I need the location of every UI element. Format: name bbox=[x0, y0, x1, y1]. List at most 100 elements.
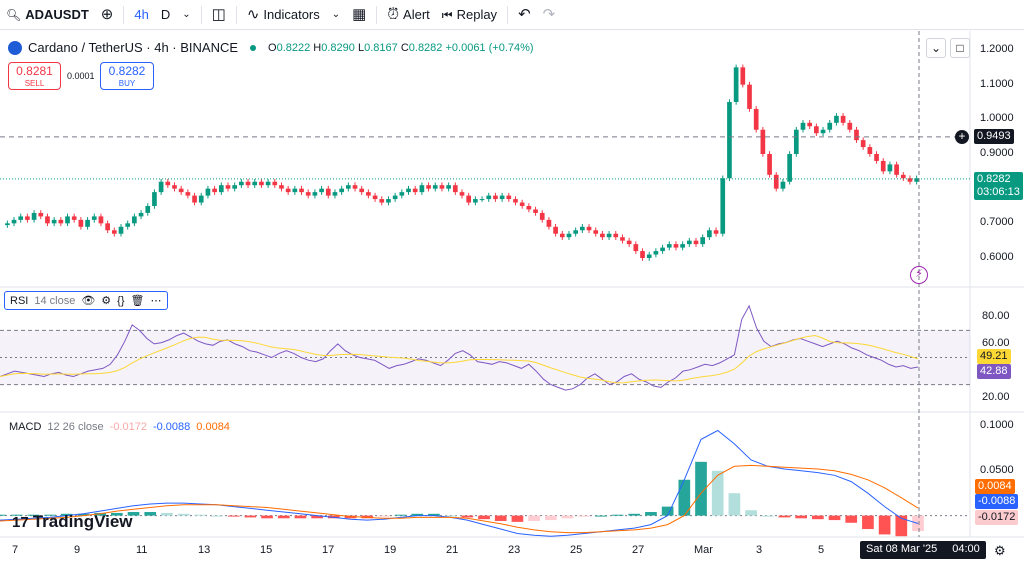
time-tick-label: 15 bbox=[260, 544, 273, 556]
alert-button[interactable]: ⏰︎ Alert bbox=[381, 0, 435, 30]
chevron-down-icon: ⌄ bbox=[182, 8, 191, 20]
undo-button[interactable]: ↶ bbox=[512, 0, 537, 30]
candle-body bbox=[473, 199, 478, 203]
sell-price: 0.8281 bbox=[16, 64, 53, 78]
candle-body bbox=[800, 122, 806, 130]
open-label: O bbox=[268, 41, 277, 54]
candle-body bbox=[105, 223, 110, 231]
change-value: +0.0061 (+0.74%) bbox=[445, 41, 534, 54]
time-tick-label: 11 bbox=[136, 544, 148, 556]
add-alert-icon[interactable]: + bbox=[955, 130, 969, 144]
cardano-logo-icon bbox=[8, 40, 22, 55]
price-tick-label: 0.9000 bbox=[980, 147, 1014, 159]
tradingview-logo[interactable]: 17 TradingView bbox=[12, 512, 133, 532]
macd-hist-tag: -0.0172 bbox=[975, 510, 1019, 525]
candle-body bbox=[125, 223, 131, 227]
divider bbox=[507, 5, 509, 24]
candle-body bbox=[640, 251, 645, 258]
timeframe-dropdown[interactable]: ⌄ bbox=[176, 0, 196, 30]
symbol-search[interactable]: 🔍︎ ADAUSDT bbox=[0, 0, 95, 30]
replay-button[interactable]: ⏮︎ Replay bbox=[436, 0, 503, 30]
macd-histogram-bar bbox=[378, 515, 390, 517]
candle-body bbox=[613, 233, 619, 238]
settings-icon[interactable]: ⚙︎ bbox=[994, 543, 1006, 558]
layouts-button[interactable]: ▦ bbox=[346, 0, 372, 30]
chart-type-button[interactable]: ◫ bbox=[206, 0, 232, 30]
candle-body bbox=[18, 216, 24, 220]
macd-legend[interactable]: MACD 12 26 close -0.0172 -0.0088 0.0084 bbox=[9, 421, 230, 433]
alert-label: Alert bbox=[403, 7, 430, 22]
price-tick-label: 1.2000 bbox=[980, 43, 1014, 55]
candle-body bbox=[727, 102, 732, 179]
candle-body bbox=[185, 192, 191, 196]
time-tick-label: 13 bbox=[198, 544, 211, 556]
timeframe-d[interactable]: D bbox=[160, 7, 171, 22]
candle-body bbox=[352, 185, 358, 189]
candles-icon: ◫ bbox=[211, 6, 226, 23]
high-value: 0.8290 bbox=[321, 41, 355, 54]
timeframe-4h[interactable]: 4h bbox=[134, 7, 149, 22]
candle-body bbox=[827, 122, 833, 130]
candle-body bbox=[713, 230, 719, 234]
candle-body bbox=[553, 226, 558, 234]
redo-button[interactable]: ↷ bbox=[537, 0, 562, 30]
macd-histogram-bar bbox=[728, 493, 741, 516]
candle-body bbox=[773, 174, 779, 189]
candle-body bbox=[78, 219, 84, 227]
source-code-icon[interactable]: {} bbox=[117, 294, 125, 307]
candle-body bbox=[178, 188, 184, 193]
indicators-button[interactable]: ∿ Indicators bbox=[241, 0, 326, 30]
candle-body bbox=[312, 192, 318, 196]
price-tick-label: 0.6000 bbox=[980, 251, 1014, 263]
candle-body bbox=[620, 237, 625, 241]
maximize-button[interactable]: □ bbox=[950, 38, 970, 58]
candle-body bbox=[118, 226, 124, 234]
trash-icon[interactable]: 🗑︎ bbox=[130, 295, 145, 307]
candle-body bbox=[720, 178, 726, 234]
candle-body bbox=[51, 219, 57, 224]
event-lightning-icon[interactable]: ⚡︎ bbox=[910, 266, 928, 284]
candle-body bbox=[760, 129, 766, 154]
time-tick-label: 17 bbox=[322, 544, 335, 556]
last-price: 0.8282 bbox=[977, 173, 1011, 185]
compare-button[interactable]: ⊕ bbox=[95, 0, 120, 30]
indicator-templates-button[interactable]: ⌄ bbox=[326, 0, 346, 30]
candle-body bbox=[239, 181, 244, 186]
chart-canvas[interactable] bbox=[0, 31, 1024, 568]
candle-body bbox=[626, 240, 632, 245]
macd-histogram-bar bbox=[661, 506, 674, 516]
divider bbox=[376, 5, 378, 24]
buy-button[interactable]: 0.8282 BUY bbox=[100, 62, 154, 90]
time-tick-label: Mar bbox=[694, 544, 713, 556]
candle-body bbox=[787, 154, 792, 182]
macd-histogram-bar bbox=[0, 514, 6, 516]
more-icon[interactable]: ⋯ bbox=[150, 295, 162, 307]
collapse-button[interactable]: ⌄ bbox=[926, 38, 946, 58]
redo-icon: ↷ bbox=[542, 6, 556, 23]
candle-body bbox=[58, 219, 64, 224]
divider bbox=[123, 5, 125, 24]
candle-body bbox=[854, 129, 859, 141]
sell-button[interactable]: 0.8281 SELL bbox=[8, 62, 61, 90]
candle-body bbox=[887, 164, 893, 172]
candle-body bbox=[653, 251, 659, 255]
macd-histogram-bar bbox=[227, 515, 240, 517]
macd-histogram-bar bbox=[177, 513, 190, 516]
candle-body bbox=[740, 67, 746, 85]
rsi-legend[interactable]: RSI 14 close 👁︎ ⚙︎ {} 🗑︎ ⋯ bbox=[4, 291, 168, 310]
grid-icon: ▦ bbox=[352, 6, 367, 23]
candle-body bbox=[71, 216, 77, 220]
macd-params: 12 26 close bbox=[47, 421, 104, 433]
macd-tick-label: 0.0500 bbox=[980, 463, 1014, 476]
pane-separators bbox=[0, 31, 1024, 538]
settings-icon[interactable]: ⚙︎ bbox=[101, 295, 112, 307]
eye-icon[interactable]: 👁︎ bbox=[81, 295, 96, 307]
candle-body bbox=[319, 188, 324, 193]
candle-body bbox=[138, 212, 144, 217]
time-tick-label: 19 bbox=[384, 544, 397, 556]
legend-title[interactable]: Cardano / TetherUS · 4h · BINANCE bbox=[28, 40, 239, 55]
search-icon: 🔍︎ bbox=[6, 7, 22, 22]
symbol-label: ADAUSDT bbox=[25, 7, 89, 22]
candle-body bbox=[38, 212, 44, 217]
pane-controls: ⌄ □ bbox=[926, 38, 970, 58]
